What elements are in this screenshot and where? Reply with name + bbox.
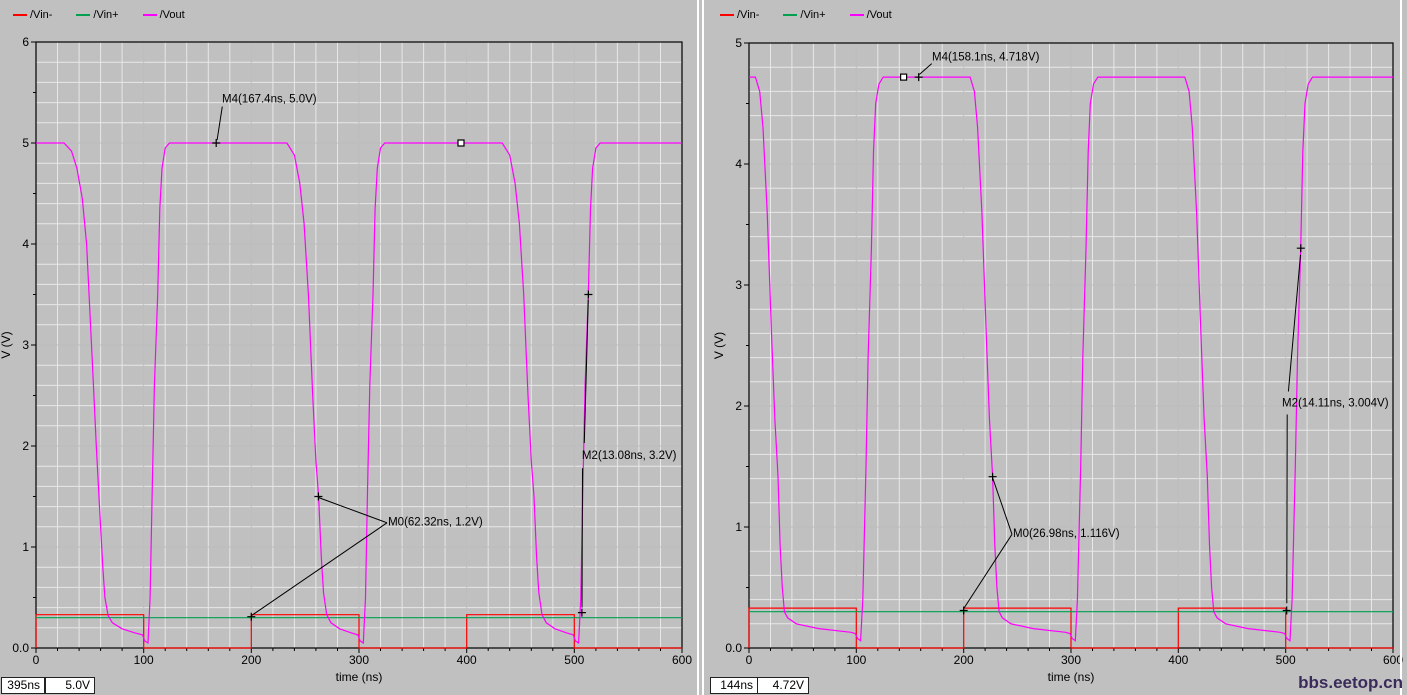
grid-major: [36, 42, 682, 648]
legend-item-vin-plus[interactable]: /Vin+: [783, 9, 826, 21]
plot-canvas-left[interactable]: 0 100 200 300 400 500 600 0.0 1 2 3 4 5 6 time (ns) V (…: [0, 0, 707, 695]
legend-label: /Vin+: [93, 9, 119, 21]
y-tick-label: 2: [735, 399, 742, 413]
measurement-cross-M0[interactable]: [314, 492, 323, 501]
legend-label: /Vout: [866, 9, 892, 21]
legend-swatch-icon: [76, 14, 91, 16]
marker-leader-line-M2: [581, 468, 583, 608]
legend-item-vin-minus[interactable]: /Vin-: [13, 9, 52, 21]
y-tick-label: 4: [22, 237, 29, 251]
legend-swatch-icon: [720, 14, 734, 16]
y-tick-label: 1: [22, 540, 29, 554]
marker-label-M4[interactable]: M4(167.4ns, 5.0V): [222, 94, 317, 106]
panel-splitter-line-1[interactable]: [697, 0, 699, 695]
x-tick-label: 0: [33, 653, 40, 667]
trace-vin-[interactable]: [35, 614, 682, 649]
plot-canvas-right[interactable]: 0 100 200 300 400 500 600 0.0 1 2 3 4 5 time (ns) V (V…: [707, 0, 1407, 695]
y-axis-title: V (V): [712, 332, 726, 359]
measurement-cross-M0[interactable]: [959, 606, 968, 615]
trace-vout[interactable]: [749, 76, 1393, 642]
marker-label-M4[interactable]: M4(158.1ns, 4.718V): [932, 51, 1040, 63]
marker-leader-line-M0: [251, 522, 388, 617]
y-tick-label: 2: [22, 439, 29, 453]
grid-major: [749, 43, 1393, 648]
y-tick-label: 1: [735, 520, 742, 534]
marker-leader-line-M0: [963, 534, 1013, 609]
marker-label-M2[interactable]: M2(14.11ns, 3.004V): [1282, 397, 1389, 409]
measurement-cross-M4[interactable]: [212, 139, 221, 147]
y-tick-label: 3: [22, 338, 29, 352]
cursor-time-readout-right: 144ns: [710, 677, 758, 694]
waveform-panel-right: 0 100 200 300 400 500 600 0.0 1 2 3 4 5 time (ns) V (V…: [707, 0, 1407, 695]
measurement-cross-M2[interactable]: [1296, 244, 1305, 253]
axis-ticks: [31, 41, 683, 653]
legend-item-vout[interactable]: /Vout: [849, 9, 892, 21]
trace-vout[interactable]: [36, 142, 682, 645]
marker-leader-line-M2: [1287, 254, 1301, 392]
marker-leader-line-M4: [919, 63, 933, 75]
legend-label: /Vin-: [30, 9, 53, 21]
marker-leader-line-M0: [318, 497, 388, 524]
y-tick-label: 5: [735, 36, 742, 50]
x-tick-label: 500: [564, 653, 584, 667]
cursor-square[interactable]: [457, 139, 465, 147]
axis-ticks: [744, 42, 1394, 653]
cursor-value-readout-right: 4.72V: [757, 677, 809, 694]
measurement-cross-M0[interactable]: [988, 472, 997, 481]
y-tick-label: 6: [22, 35, 29, 49]
y-tick-label: 3: [735, 278, 742, 292]
y-tick-label: 5: [22, 136, 29, 150]
cursor-time-readout-left: 395ns: [1, 677, 45, 694]
measurement-cross-M2[interactable]: [1282, 606, 1291, 615]
measurement-cross-M0[interactable]: [247, 612, 256, 621]
cursor-square[interactable]: [900, 73, 908, 81]
window-right-border: [1400, 0, 1402, 695]
x-axis-title: time (ns): [1048, 670, 1095, 684]
x-tick-label: 500: [1276, 653, 1296, 667]
waveform-panel-left: 0 100 200 300 400 500 600 0.0 1 2 3 4 5 6 time (ns) V (…: [0, 0, 707, 695]
legend-swatch-icon: [142, 14, 157, 16]
x-tick-label: 200: [241, 653, 261, 667]
x-tick-label: 600: [672, 653, 692, 667]
marker-leader-line-M0: [992, 478, 1013, 535]
x-axis-title: time (ns): [336, 670, 383, 684]
marker-label-M2[interactable]: M2(13.08ns, 3.2V): [582, 450, 677, 462]
legend-label: /Vin-: [737, 9, 760, 21]
legend-swatch-icon: [849, 14, 864, 16]
legend-item-vout[interactable]: /Vout: [142, 9, 185, 21]
x-tick-label: 0: [746, 653, 753, 667]
measurement-cross-M2[interactable]: [584, 290, 593, 299]
legend-right: /Vin- /Vin+ /Vout: [720, 9, 892, 21]
marker-leader-line-M2: [583, 299, 589, 444]
x-tick-label: 300: [349, 653, 369, 667]
marker-leader-line-M4: [216, 106, 223, 141]
measurement-cross-M2[interactable]: [577, 608, 586, 617]
y-tick-label: 0.0: [725, 641, 742, 655]
watermark: bbs.eetop.cn: [1298, 673, 1403, 692]
y-axis-title: V (V): [0, 331, 13, 358]
legend-swatch-icon: [783, 14, 798, 16]
legend-label: /Vin+: [800, 9, 826, 21]
legend-swatch-icon: [13, 14, 27, 16]
x-tick-label: 300: [1061, 653, 1081, 667]
x-tick-label: 200: [954, 653, 974, 667]
x-tick-label: 100: [846, 653, 866, 667]
y-tick-label: 0.0: [12, 641, 29, 655]
marker-label-M0[interactable]: M0(62.32ns, 1.2V): [388, 517, 483, 529]
marker-label-M0[interactable]: M0(26.98ns, 1.116V): [1013, 528, 1120, 540]
trace-vin-[interactable]: [748, 607, 1393, 649]
x-tick-label: 400: [457, 653, 477, 667]
x-tick-label: 600: [1383, 653, 1403, 667]
x-tick-label: 400: [1168, 653, 1188, 667]
legend-left: /Vin- /Vin+ /Vout: [13, 9, 185, 21]
legend-item-vin-minus[interactable]: /Vin-: [720, 9, 759, 21]
measurement-cross-M4[interactable]: [914, 73, 923, 82]
legend-item-vin-plus[interactable]: /Vin+: [76, 9, 119, 21]
panel-splitter-line-2[interactable]: [702, 0, 704, 695]
legend-label: /Vout: [159, 9, 185, 21]
cursor-value-readout-left: 5.0V: [45, 677, 95, 694]
y-tick-label: 4: [735, 157, 742, 171]
x-tick-label: 100: [134, 653, 154, 667]
